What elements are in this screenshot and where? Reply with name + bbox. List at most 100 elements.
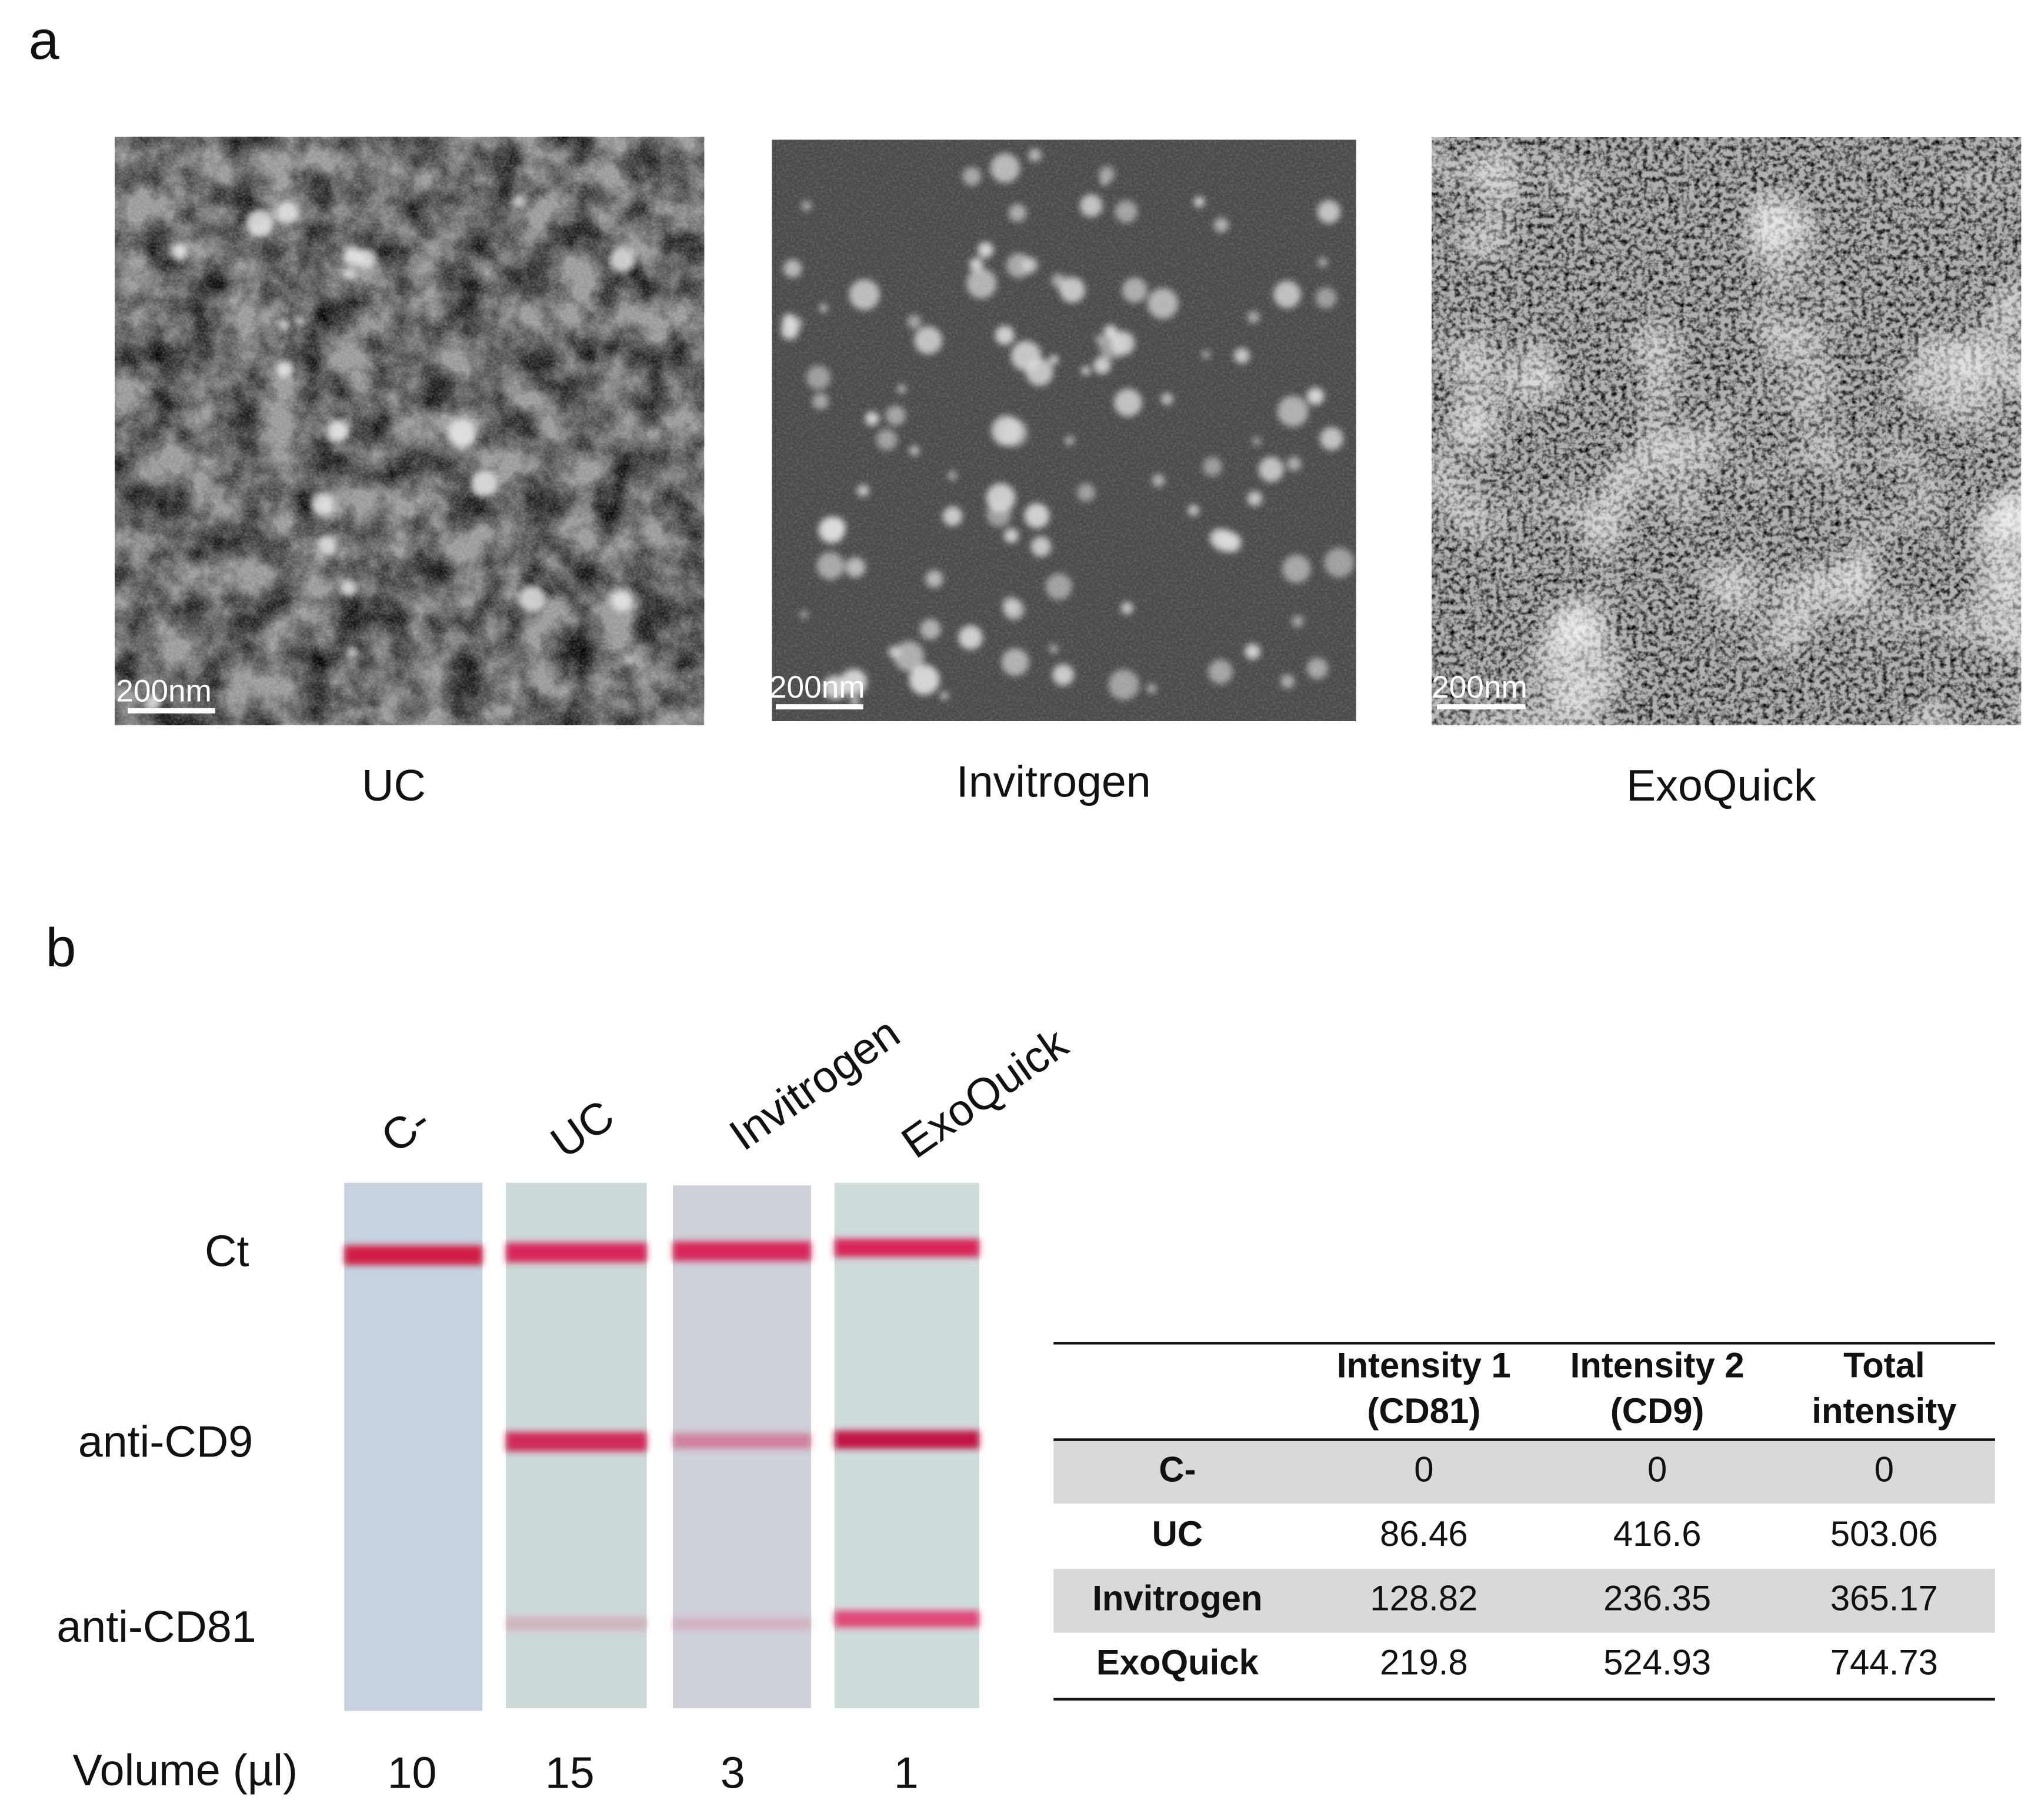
strip-label: C- bbox=[372, 1095, 439, 1162]
column-header: Intensity 2 bbox=[1570, 1345, 1745, 1385]
vesicle bbox=[246, 208, 273, 236]
vesicle bbox=[1001, 648, 1029, 676]
row-header: UC bbox=[1152, 1514, 1203, 1554]
vesicle bbox=[799, 610, 809, 619]
vesicle bbox=[857, 484, 869, 497]
vesicle bbox=[1030, 536, 1052, 557]
vesicle bbox=[1049, 355, 1059, 365]
vesicle bbox=[1320, 426, 1343, 451]
vesicle bbox=[849, 279, 880, 311]
vesicle bbox=[1108, 669, 1139, 700]
column-header: Intensity 1 bbox=[1337, 1345, 1511, 1385]
vesicle bbox=[1024, 503, 1050, 529]
vesicle bbox=[1152, 474, 1165, 487]
vesicle bbox=[806, 365, 831, 390]
vesicle bbox=[1208, 659, 1233, 684]
vesicle bbox=[170, 244, 187, 260]
vesicle bbox=[1247, 311, 1260, 324]
volume-value: 15 bbox=[545, 1748, 595, 1797]
vesicle bbox=[1008, 204, 1027, 222]
vesicle bbox=[1188, 504, 1199, 516]
vesicle bbox=[1317, 200, 1341, 224]
vesicle bbox=[1286, 456, 1302, 471]
volume-value: 1 bbox=[894, 1748, 919, 1797]
vesicle bbox=[1093, 356, 1111, 374]
vesicle bbox=[1006, 253, 1032, 278]
vesicle bbox=[1306, 658, 1328, 679]
scale-bar-label: 200nm bbox=[1432, 670, 1527, 705]
vesicle bbox=[969, 257, 983, 272]
vesicle bbox=[940, 691, 949, 700]
vesicle bbox=[801, 201, 812, 211]
vesicle bbox=[948, 471, 957, 481]
vesicle bbox=[995, 325, 1015, 345]
table-cell: 86.46 bbox=[1380, 1514, 1468, 1554]
vesicle bbox=[909, 664, 940, 695]
micrograph: 200nm bbox=[1432, 136, 2022, 725]
vesicle bbox=[624, 655, 634, 665]
vesicle bbox=[447, 418, 476, 447]
vesicle bbox=[1002, 596, 1019, 614]
row-header: C- bbox=[1159, 1450, 1196, 1489]
vesicle bbox=[276, 202, 299, 225]
vesicle bbox=[1292, 615, 1304, 628]
vesicle bbox=[966, 268, 997, 299]
vesicle bbox=[356, 248, 376, 268]
vesicle bbox=[1213, 218, 1229, 233]
vesicle bbox=[312, 494, 335, 516]
vesicle bbox=[1121, 602, 1133, 615]
vesicle bbox=[1028, 148, 1042, 162]
vesicle bbox=[885, 405, 906, 426]
vesicle bbox=[962, 166, 982, 186]
vesicle bbox=[816, 552, 845, 580]
vesicle bbox=[942, 506, 963, 526]
vesicle bbox=[1317, 257, 1328, 267]
vesicle bbox=[317, 534, 338, 555]
strip-label: UC bbox=[542, 1091, 622, 1168]
table-cell: 128.82 bbox=[1370, 1578, 1477, 1618]
vesicle bbox=[346, 647, 357, 658]
vesicle bbox=[1194, 196, 1205, 208]
vesicle bbox=[909, 445, 919, 456]
vesicle bbox=[876, 429, 898, 451]
table-cell: 0 bbox=[1414, 1450, 1433, 1489]
scale-bar-label: 200nm bbox=[116, 674, 212, 709]
vesicle bbox=[907, 314, 922, 329]
micrograph: 200nm bbox=[769, 139, 1356, 721]
row-label: anti-CD81 bbox=[56, 1602, 256, 1651]
column-header: Total bbox=[1843, 1345, 1925, 1385]
vesicle bbox=[1122, 277, 1148, 303]
vesicle bbox=[295, 316, 304, 325]
vesicle bbox=[1147, 288, 1179, 319]
vesicle bbox=[819, 304, 828, 313]
vesicle bbox=[920, 619, 941, 640]
vesicle bbox=[326, 420, 348, 441]
volume-value: 10 bbox=[388, 1748, 437, 1797]
table-cell: 236.35 bbox=[1603, 1578, 1711, 1618]
vesicle bbox=[823, 675, 848, 700]
vesicle bbox=[825, 517, 846, 538]
vesicle bbox=[1160, 392, 1173, 405]
vesicle bbox=[986, 502, 1012, 527]
vesicle bbox=[276, 361, 293, 378]
vesicle bbox=[991, 415, 1022, 446]
vesicle bbox=[1059, 277, 1085, 303]
vesicle bbox=[1252, 436, 1261, 446]
column-header: intensity bbox=[1812, 1391, 1956, 1431]
vesicle bbox=[1203, 456, 1222, 476]
image-label: UC bbox=[362, 761, 426, 810]
column-header: (CD81) bbox=[1367, 1391, 1480, 1431]
panel-label: b bbox=[46, 917, 76, 978]
strip-label: Invitrogen bbox=[721, 1008, 908, 1160]
row-label: Ct bbox=[205, 1226, 249, 1276]
vesicle bbox=[978, 242, 994, 258]
vesicle bbox=[343, 247, 362, 266]
vesicle bbox=[611, 589, 633, 612]
vesicle bbox=[1201, 350, 1210, 359]
vesicle bbox=[1315, 287, 1337, 309]
vesicle bbox=[850, 696, 859, 706]
intensity-table: Intensity 1 (CD81) Intensity 2 (CD9) Total in… bbox=[1053, 1342, 1995, 1701]
image-label: ExoQuick bbox=[1626, 761, 1816, 810]
table-cell: 744.73 bbox=[1830, 1643, 1938, 1682]
